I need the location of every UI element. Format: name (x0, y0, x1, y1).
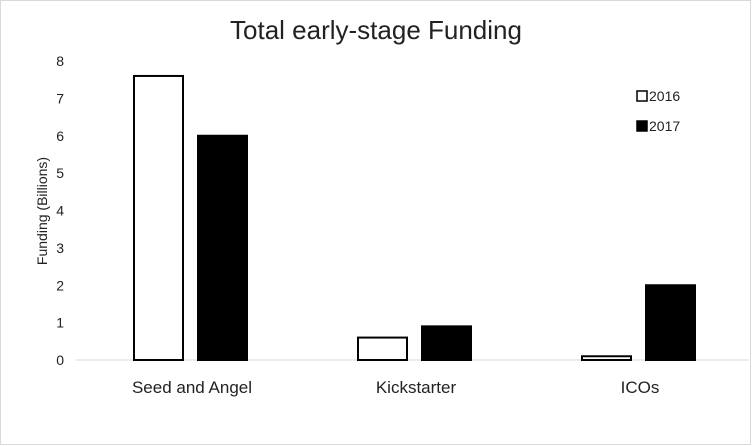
y-axis-label: Funding (Billions) (34, 157, 50, 265)
bars-group (133, 74, 696, 362)
y-tick-label: 0 (56, 352, 64, 368)
y-tick-label: 4 (56, 203, 64, 219)
x-category-label: Kickstarter (376, 378, 457, 397)
chart-title: Total early-stage Funding (230, 15, 522, 45)
legend-label: 2016 (649, 88, 680, 104)
bar-2016-0 (133, 74, 184, 361)
y-tick-label: 1 (56, 315, 64, 331)
y-tick-label: 8 (56, 53, 64, 69)
legend: 2016 2017 (636, 88, 680, 134)
legend-swatch-2016 (636, 90, 648, 102)
legend-label: 2017 (649, 118, 680, 134)
y-tick-label: 3 (56, 240, 64, 256)
y-tick-label: 5 (56, 165, 64, 181)
y-axis-ticks: 0 1 2 3 4 5 6 7 8 (56, 53, 64, 368)
y-tick-label: 2 (56, 277, 64, 293)
y-tick-label: 7 (56, 90, 64, 106)
x-category-label: ICOs (621, 378, 660, 397)
bar-2017-1 (421, 325, 472, 361)
bar-2017-0 (197, 134, 248, 361)
legend-swatch-2017 (636, 120, 648, 132)
bar-2017-2 (645, 284, 696, 361)
y-tick-label: 6 (56, 128, 64, 144)
bar-2016-2 (581, 355, 632, 362)
x-axis-categories: Seed and Angel Kickstarter ICOs (132, 378, 659, 397)
x-category-label: Seed and Angel (132, 378, 252, 397)
bar-2016-1 (357, 336, 408, 362)
